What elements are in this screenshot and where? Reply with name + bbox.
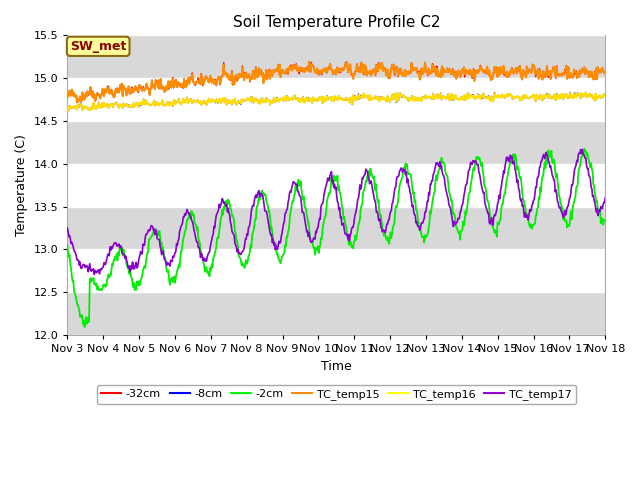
Title: Soil Temperature Profile C2: Soil Temperature Profile C2 — [232, 15, 440, 30]
Bar — [67, 206, 605, 249]
Bar — [67, 121, 605, 164]
Legend: -32cm, -8cm, -2cm, TC_temp15, TC_temp16, TC_temp17: -32cm, -8cm, -2cm, TC_temp15, TC_temp16,… — [97, 384, 576, 404]
Bar — [67, 292, 605, 335]
Text: SW_met: SW_met — [70, 40, 126, 53]
X-axis label: Time: Time — [321, 360, 352, 372]
Bar — [67, 36, 605, 78]
Y-axis label: Temperature (C): Temperature (C) — [15, 134, 28, 236]
